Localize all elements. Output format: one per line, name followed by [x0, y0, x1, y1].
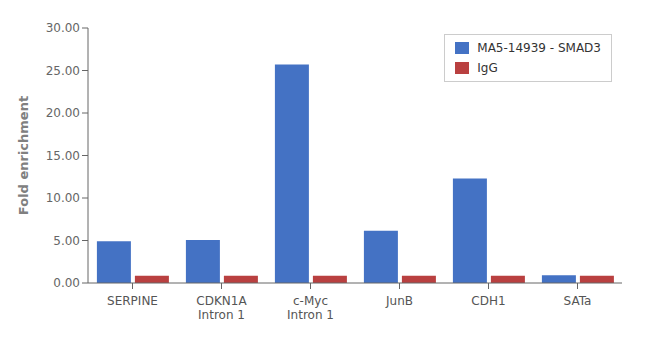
svg-text:c-MycIntron 1: c-MycIntron 1 [287, 294, 334, 322]
svg-text:15.00: 15.00 [46, 149, 80, 163]
html-text:MA5-14939 - SMAD3: MA5-14939 - SMAD3 [477, 41, 601, 55]
svg-text:CDH1: CDH1 [471, 294, 505, 308]
svg-text:20.00: 20.00 [46, 106, 80, 120]
svg-text:CDKN1AIntron 1: CDKN1AIntron 1 [196, 294, 247, 322]
svg-text:10.00: 10.00 [46, 191, 80, 205]
svg-text:SERPINE: SERPINE [107, 294, 158, 308]
svg-text:JunB: JunB [385, 294, 413, 308]
html-text:IgG: IgG [477, 61, 498, 75]
svg-text:30.00: 30.00 [46, 21, 80, 35]
svg-text:SATa: SATa [564, 294, 592, 308]
svg-text:Fold enrichment: Fold enrichment [16, 96, 31, 215]
svg-text:25.00: 25.00 [46, 64, 80, 78]
svg-text:5.00: 5.00 [53, 234, 80, 248]
svg-text:0.00: 0.00 [53, 276, 80, 290]
